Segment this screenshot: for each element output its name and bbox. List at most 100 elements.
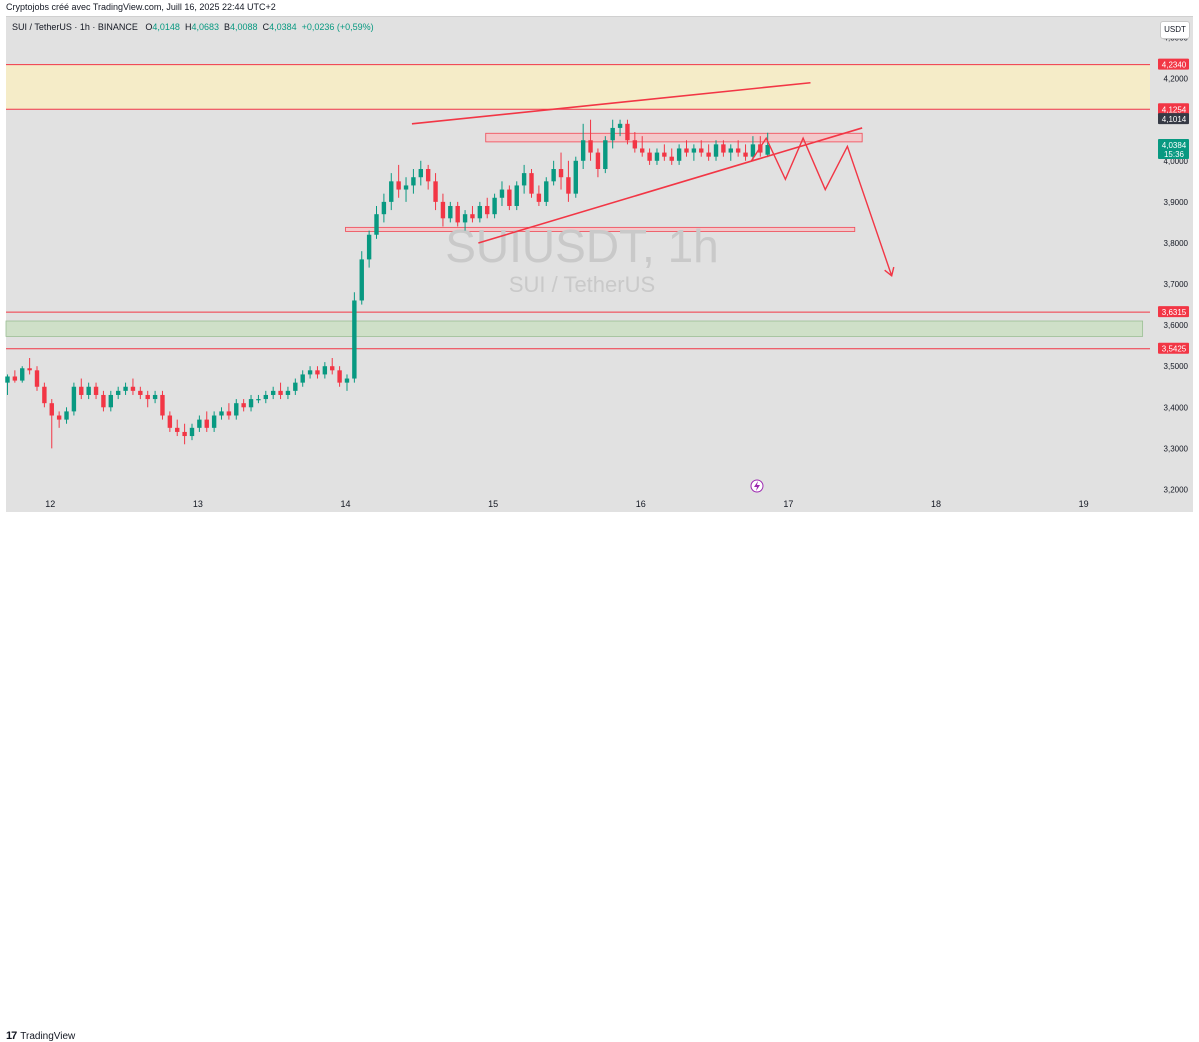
projection-arrowhead	[884, 266, 895, 278]
candle-body	[433, 181, 438, 202]
tradingview-logo-text: TradingView	[20, 1030, 76, 1042]
price-label-text: 3,5425	[1162, 345, 1187, 354]
candle	[521, 164, 527, 194]
symbol-legend[interactable]: SUI / TetherUS · 1h · BINANCE O4,0148 H4…	[12, 22, 374, 32]
candle-body	[470, 214, 475, 219]
candle-body	[197, 419, 202, 428]
candle	[12, 370, 18, 383]
resistance-box-zone[interactable]	[485, 132, 863, 143]
price-label-badge	[1158, 139, 1189, 160]
demand-zone[interactable]	[5, 320, 1144, 337]
candle-body	[573, 160, 578, 194]
high-value: 4,0683	[191, 22, 219, 32]
currency-button[interactable]: USDT	[1160, 21, 1190, 39]
candle-body	[595, 152, 601, 170]
candle-body	[130, 386, 136, 391]
candle-body	[20, 368, 25, 381]
candle	[101, 390, 106, 412]
chart-canvas[interactable]: SUIUSDT, 1h SUI / TetherUS 4,30004,20004…	[0, 0, 1199, 536]
candle-body	[580, 140, 586, 161]
candle	[529, 169, 534, 198]
supply-zone[interactable]	[6, 64, 1150, 110]
price-countdown-text: 15:36	[1164, 150, 1185, 159]
time-tick-label: 13	[193, 499, 203, 509]
candle-body	[285, 390, 291, 395]
candle-body	[42, 386, 47, 404]
candle-body	[322, 366, 328, 375]
candle	[536, 185, 542, 206]
price-tick-label: 4,2000	[1164, 75, 1189, 84]
support-box-zone[interactable]	[345, 226, 856, 232]
candle-body	[49, 403, 54, 416]
candle	[706, 144, 711, 161]
candle	[389, 173, 394, 211]
candle	[138, 386, 143, 400]
candle-body	[699, 148, 704, 153]
candle	[64, 407, 69, 424]
time-tick-label: 18	[931, 499, 941, 509]
candle	[108, 390, 114, 412]
time-axis-background[interactable]	[6, 496, 1150, 512]
candle	[115, 386, 121, 400]
event-marker[interactable]	[750, 479, 764, 493]
candle-body	[603, 140, 608, 170]
candle	[285, 386, 291, 400]
candle	[160, 390, 165, 420]
candle	[219, 407, 224, 420]
candle	[366, 230, 372, 268]
price-tick-label: 3,5000	[1164, 362, 1189, 371]
candle	[617, 119, 623, 137]
candle	[728, 144, 733, 161]
candle	[743, 144, 748, 161]
candle	[588, 119, 593, 161]
candle-body	[278, 390, 283, 395]
time-tick-label: 15	[488, 499, 498, 509]
candle	[573, 156, 578, 198]
candle-body	[5, 376, 10, 383]
candle	[211, 411, 217, 432]
price-tick-label: 3,2000	[1164, 485, 1189, 494]
price-label-text: 4,0384	[1162, 141, 1187, 150]
candle-body	[529, 173, 534, 194]
candle-body	[175, 427, 180, 432]
time-tick-label: 19	[1079, 499, 1089, 509]
candle-body	[610, 127, 615, 141]
candle	[130, 378, 136, 395]
channel-upper-trendline[interactable]	[411, 81, 811, 125]
candle	[654, 148, 660, 165]
symbol-name[interactable]: SUI / TetherUS · 1h · BINANCE	[12, 22, 138, 32]
price-tick-label: 3,3000	[1164, 444, 1189, 453]
candle	[322, 362, 328, 379]
candle-body	[330, 366, 335, 371]
candle-body	[411, 177, 416, 186]
candle-body	[492, 197, 497, 215]
price-axis-background[interactable]	[1150, 17, 1193, 512]
price-tick-label: 3,9000	[1164, 198, 1189, 207]
candle	[750, 136, 756, 161]
publisher-credit: Cryptojobs créé avec TradingView.com, Ju…	[6, 2, 276, 12]
candle-body	[514, 185, 519, 206]
candle	[270, 386, 276, 400]
candle-body	[418, 169, 423, 178]
candle-body	[152, 394, 158, 400]
channel-lower-trendline[interactable]	[478, 127, 863, 244]
candle	[226, 403, 232, 420]
candle	[610, 119, 615, 149]
candle-body	[182, 431, 187, 437]
tradingview-logo[interactable]: 17 TradingView	[6, 1030, 75, 1042]
candle-body	[625, 123, 630, 141]
candle	[381, 193, 387, 223]
candles-layer	[5, 119, 770, 449]
projection-path[interactable]	[750, 136, 893, 277]
candle	[248, 394, 254, 412]
candle-body	[270, 390, 276, 395]
candle-body	[684, 148, 689, 153]
low-label: B	[224, 22, 231, 32]
candle	[713, 140, 719, 161]
candle	[485, 197, 490, 219]
candle	[278, 382, 283, 400]
candle	[699, 140, 704, 157]
candle	[79, 378, 84, 400]
candle-body	[403, 185, 409, 190]
candle-body	[536, 193, 542, 202]
